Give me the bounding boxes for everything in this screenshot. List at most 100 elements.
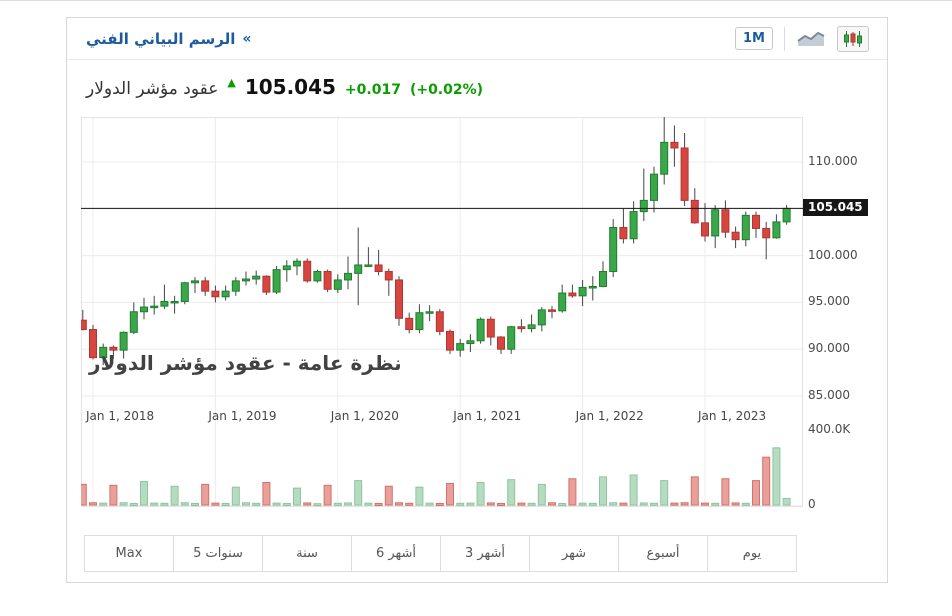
volume-bar — [262, 482, 271, 506]
volume-bar — [119, 502, 128, 506]
candle — [109, 345, 118, 359]
range-button-3[interactable]: سنة — [262, 535, 352, 572]
candle — [303, 258, 312, 283]
svg-text:Jan 1, 2019: Jan 1, 2019 — [207, 409, 276, 423]
candle — [221, 285, 230, 301]
candlestick-chart-icon[interactable] — [837, 25, 869, 52]
volume-bar — [670, 502, 679, 506]
candle — [231, 277, 240, 296]
volume-bar — [599, 476, 607, 506]
volume-bar — [476, 482, 485, 506]
volume-bar — [221, 503, 230, 506]
candle — [629, 201, 638, 244]
volume-bar — [609, 502, 618, 506]
volume-bar — [333, 502, 342, 506]
volume-bar — [711, 502, 720, 506]
svg-text:Jan 1, 2020: Jan 1, 2020 — [330, 409, 399, 423]
volume-bar — [466, 502, 475, 506]
volume-bar — [650, 502, 658, 506]
candle — [374, 249, 383, 276]
candle — [446, 329, 454, 354]
candle — [670, 125, 679, 167]
candle — [558, 284, 567, 313]
chart-section-link[interactable]: الرسم البياني الفني « — [86, 30, 251, 48]
current-price-tag: 105.045 — [803, 199, 868, 217]
volume-bar — [568, 478, 577, 506]
volume-bar — [170, 485, 179, 506]
candle — [476, 317, 485, 344]
svg-text:Jan 1, 2021: Jan 1, 2021 — [452, 409, 521, 423]
technical-chart-card: الرسم البياني الفني « 1M — [66, 17, 888, 583]
candle — [150, 295, 159, 315]
candle — [762, 221, 771, 260]
volume-bar — [323, 484, 332, 506]
volume-bar — [129, 503, 138, 506]
candle — [639, 168, 648, 221]
chart-watermark: نظرة عامة - عقود مؤشر الدولار — [89, 351, 402, 375]
volume-bar — [201, 483, 210, 506]
candle — [405, 312, 414, 334]
candle — [201, 277, 210, 296]
volume-bar — [211, 502, 220, 506]
candle — [364, 247, 373, 267]
volume-bar — [537, 483, 546, 506]
volume-bar — [89, 502, 97, 506]
range-button-4[interactable]: 6 أشهر — [351, 535, 441, 572]
price-change: +0.017 — [344, 82, 401, 98]
volume-bar — [578, 502, 587, 506]
volume-bar — [272, 502, 281, 506]
volume-bar — [81, 483, 87, 506]
candle — [619, 208, 628, 244]
candle — [323, 269, 332, 293]
timeframe-button[interactable]: 1M — [735, 27, 773, 50]
volume-bar — [364, 502, 373, 506]
volume-bar — [313, 503, 322, 507]
volume-bar — [435, 503, 444, 506]
candle — [313, 269, 322, 283]
volume-bar — [588, 502, 597, 506]
volume-bar — [721, 478, 730, 506]
volume-bar — [374, 503, 383, 506]
candle — [354, 227, 363, 306]
card-header: الرسم البياني الفني « 1M — [67, 18, 887, 60]
range-button-7[interactable]: أسبوع — [618, 535, 708, 572]
volume-bar — [527, 502, 536, 506]
volume-bar — [303, 502, 312, 506]
candle — [344, 256, 352, 290]
volume-bar — [425, 502, 434, 506]
volume-bar — [517, 502, 526, 506]
area-chart-icon[interactable] — [796, 29, 826, 49]
candle — [660, 117, 669, 185]
svg-text:Jan 1, 2023: Jan 1, 2023 — [697, 409, 766, 423]
candle — [99, 343, 108, 366]
range-button-6[interactable]: شهر — [529, 535, 619, 572]
candle — [282, 260, 291, 282]
candle — [191, 277, 199, 294]
candle — [272, 265, 281, 294]
candlestick-chart[interactable]: Jan 1, 2018 Jan 1, 2019 Jan 1, 2020 Jan 1, … — [81, 117, 803, 509]
price-up-arrow-icon: ▲ — [227, 76, 236, 89]
volume-bar — [548, 502, 556, 506]
volume-bar — [690, 476, 699, 506]
volume-bar — [415, 486, 424, 506]
range-button-1[interactable]: Max — [84, 535, 174, 572]
volume-bar — [731, 502, 740, 506]
range-button-8[interactable]: يوم — [707, 535, 797, 572]
candle — [180, 281, 189, 305]
volume-bar — [293, 487, 301, 506]
range-button-2[interactable]: 5 سنوات — [173, 535, 263, 572]
volume-bar — [456, 502, 465, 506]
candle — [507, 325, 516, 354]
axis-tick-label: 110.000 — [808, 154, 858, 168]
candle — [252, 270, 261, 285]
volume-bar — [395, 502, 403, 506]
volume-bar — [191, 503, 199, 506]
candle — [119, 331, 128, 359]
range-button-5[interactable]: 3 أشهر — [440, 535, 530, 572]
volume-bar — [231, 486, 240, 506]
volume-bar — [619, 502, 628, 506]
volume-bar — [701, 502, 709, 506]
volume-bar — [486, 502, 495, 506]
candle — [129, 302, 138, 335]
volume-bar — [405, 502, 414, 506]
